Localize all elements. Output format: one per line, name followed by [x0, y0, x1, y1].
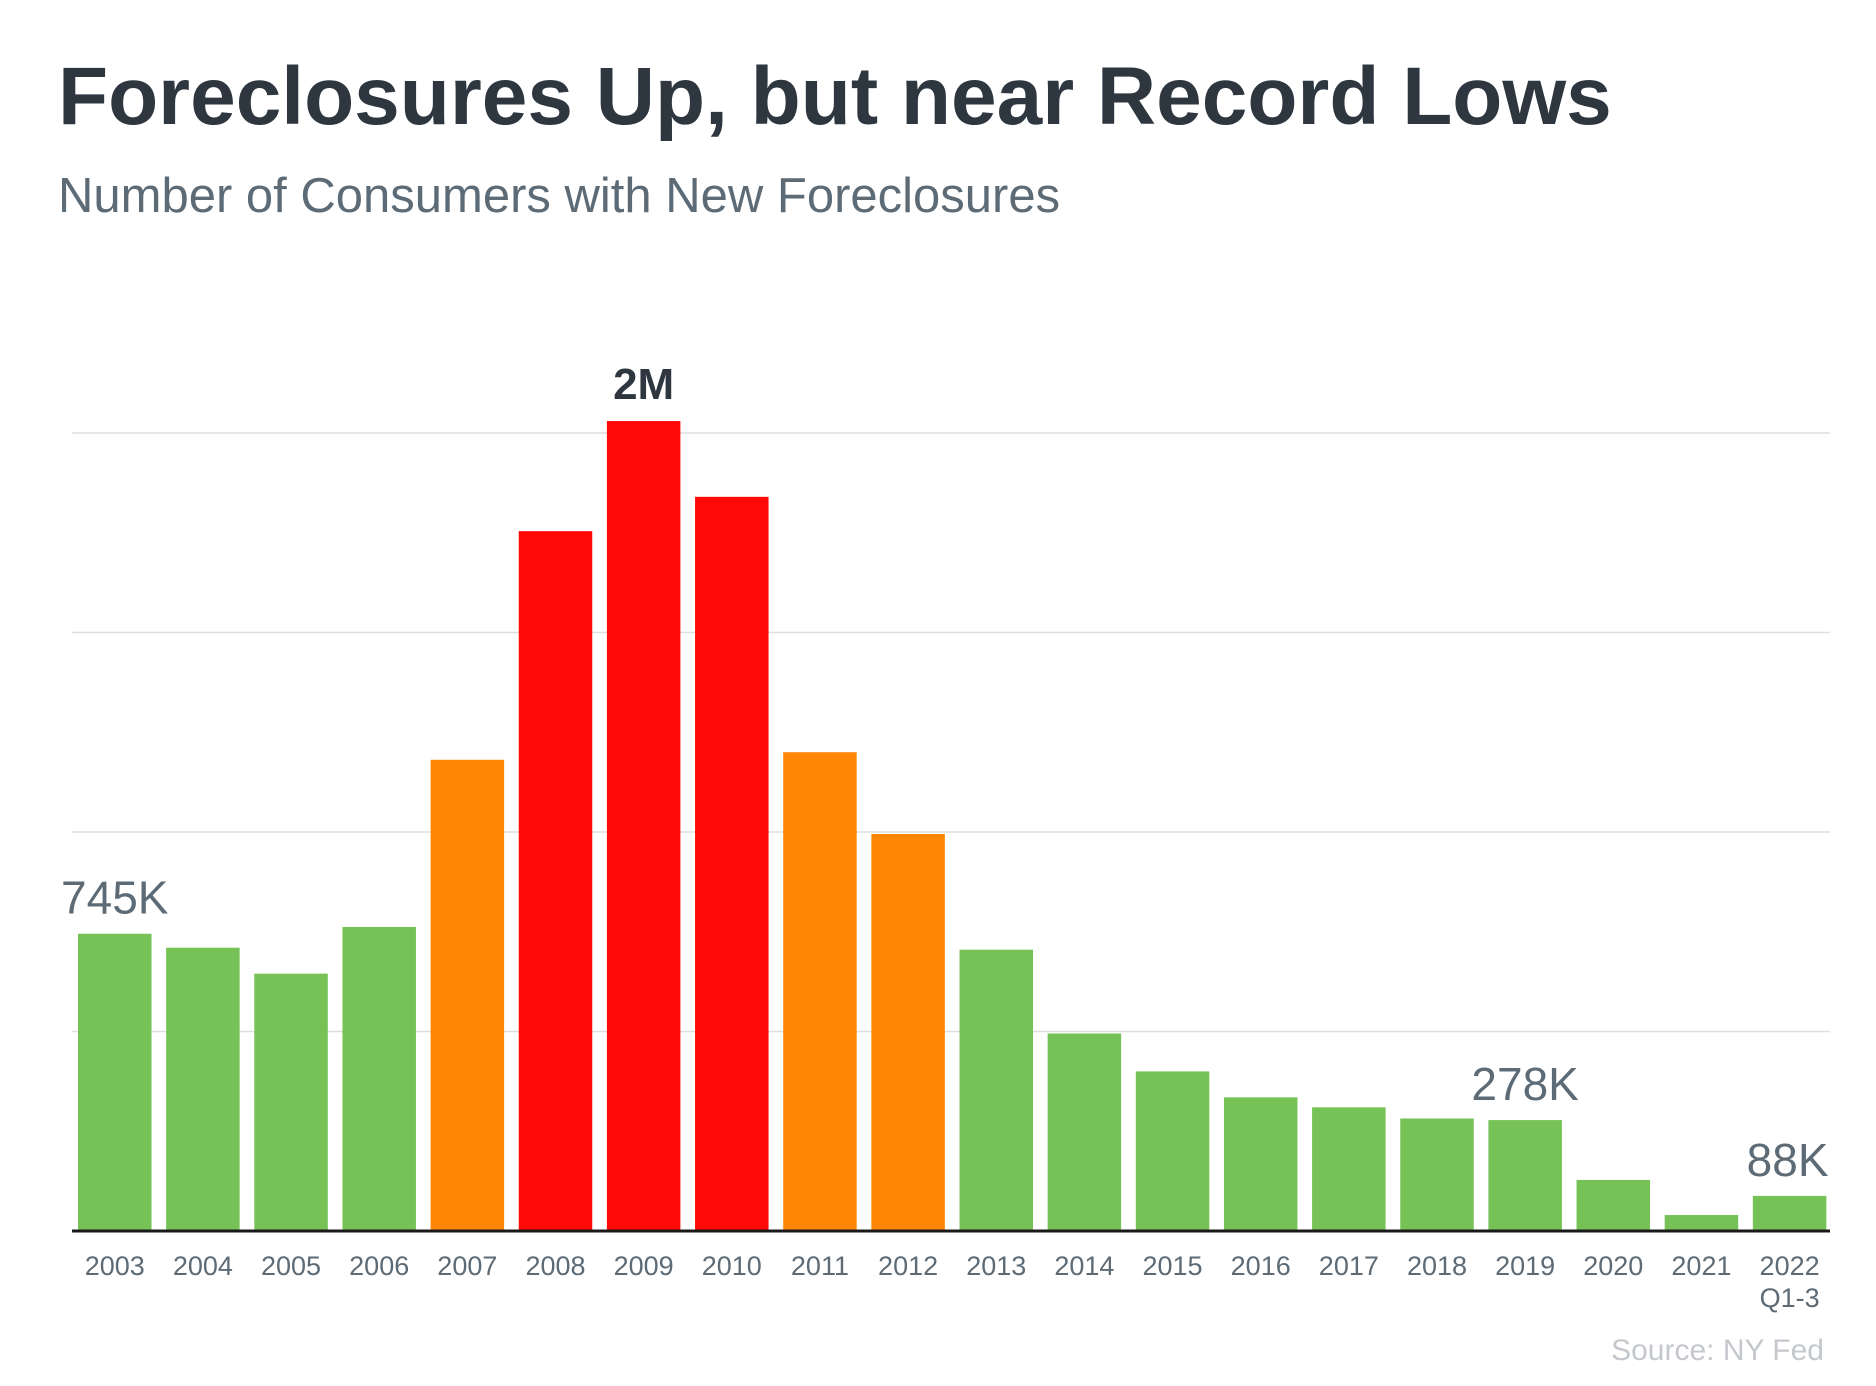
x-tick-label: 2014: [1054, 1251, 1114, 1281]
x-tick-label: 2013: [966, 1251, 1026, 1281]
bar-2009: [606, 421, 681, 1231]
data-labels: 745K 2M 278K 88K: [61, 360, 1829, 1186]
bar-2013: [959, 949, 1033, 1231]
bar-2008: [518, 531, 593, 1231]
bar-2022: [1752, 1195, 1827, 1231]
bar-2011: [783, 752, 857, 1231]
bar-2003: [78, 933, 152, 1231]
x-tick-label: 2019: [1495, 1251, 1555, 1281]
bars: [78, 421, 1827, 1232]
data-label-2022: 88K: [1747, 1134, 1829, 1186]
x-tick-label: 2015: [1143, 1251, 1203, 1281]
x-tick-label: 2022 Q1-3: [1760, 1251, 1820, 1313]
bar-2020: [1576, 1179, 1651, 1231]
x-tick-label: 2009: [614, 1251, 674, 1281]
x-tick-label: 2003: [85, 1251, 145, 1281]
x-tick-label: 2011: [791, 1251, 849, 1281]
bar-2017: [1312, 1107, 1386, 1231]
x-tick-label: 2021: [1671, 1251, 1731, 1281]
bar-2012: [871, 833, 945, 1231]
bar-2014: [1047, 1033, 1122, 1231]
x-tick-label: 2007: [437, 1251, 497, 1281]
bar-2018: [1400, 1118, 1474, 1231]
x-tick-label: 2012: [878, 1251, 938, 1281]
x-tick-label: 2017: [1319, 1251, 1379, 1281]
x-tick-labels: 2003 2004 2005 2006 2007 2008 2009 2010 2011 2012…: [85, 1251, 1820, 1313]
x-tick-label: 2020: [1583, 1251, 1643, 1281]
x-tick-label: 2004: [173, 1251, 233, 1281]
x-tick-label: 2005: [261, 1251, 321, 1281]
x-tick-label: 2008: [525, 1251, 585, 1281]
x-tick-label: 2006: [349, 1251, 409, 1281]
bar-2019: [1488, 1120, 1562, 1231]
bar-2010: [695, 496, 769, 1232]
x-tick-label: 2010: [702, 1251, 762, 1281]
bar-2015: [1135, 1071, 1210, 1231]
x-tick-label: 2018: [1407, 1251, 1467, 1281]
data-label-2009: 2M: [613, 360, 674, 409]
data-label-2003: 745K: [61, 872, 169, 924]
x-tick-label: 2016: [1231, 1251, 1291, 1281]
bar-2007: [430, 759, 505, 1231]
bar-2005: [254, 973, 328, 1231]
bar-2006: [342, 926, 416, 1231]
data-label-2019: 278K: [1471, 1058, 1579, 1110]
bar-2004: [166, 947, 240, 1231]
source-note: Source: NY Fed: [1611, 1334, 1824, 1367]
bar-2021: [1664, 1215, 1739, 1231]
bar-2016: [1223, 1097, 1298, 1231]
gridlines: [72, 432, 1830, 1033]
chart-title: Foreclosures Up, but near Record Lows: [58, 51, 1612, 142]
chart-subtitle: Number of Consumers with New Foreclosure…: [58, 169, 1061, 223]
